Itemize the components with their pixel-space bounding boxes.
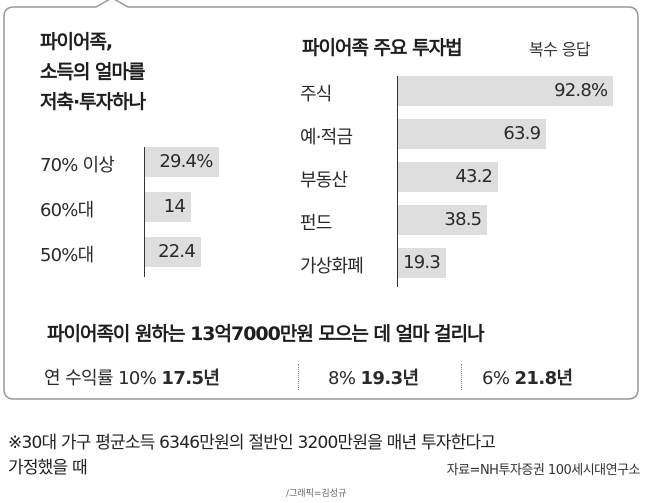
right-chart-bar — [398, 76, 614, 106]
footnote-line-1: ※30대 가구 평균소득 6346만원의 절반인 3200만원을 매년 투자한다… — [8, 433, 496, 453]
right-chart-bar — [398, 162, 499, 192]
left-chart-value-label: 29.4% — [159, 151, 213, 172]
left-title-line-1: 파이어족, — [40, 31, 113, 53]
left-chart-category-label: 60%대 — [40, 200, 94, 221]
right-chart-title: 파이어족 주요 투자법 — [302, 37, 463, 59]
right-chart-axis — [397, 76, 398, 287]
scenario-3-value: 21.8년 — [514, 368, 573, 389]
right-chart-value-label: 92.8% — [554, 80, 608, 101]
left-chart-value-label: 14 — [163, 196, 186, 217]
source-text: 자료=NH투자증권 100세시대연구소 — [446, 463, 641, 478]
scenario-1-label: 연 수익률 10% — [44, 368, 157, 389]
left-chart-bar — [145, 192, 191, 222]
left-chart-axis — [144, 147, 145, 277]
right-chart-bar — [398, 248, 446, 278]
left-chart-bar — [145, 147, 219, 177]
right-chart-category-label: 가상화폐 — [300, 256, 364, 277]
left-chart-category-label: 70% 이상 — [40, 155, 115, 176]
left-chart-bar — [145, 237, 201, 267]
right-chart-value-label: 63.9 — [503, 123, 541, 144]
scenario-2-label: 8% — [328, 368, 356, 389]
scenario-divider-2 — [461, 364, 462, 390]
scenario-2: 8% 19.3년 — [328, 364, 419, 390]
left-chart-title: 파이어족, 소득의 얼마를 저축·투자하나 — [40, 27, 146, 117]
graphic-credit: /그래픽=김성규 — [286, 489, 347, 499]
footnote-line-2: 가정했을 때 — [8, 458, 88, 478]
scenario-3: 6% 21.8년 — [482, 364, 573, 390]
right-chart-category-label: 예·적금 — [300, 127, 353, 148]
scenario-1-value: 17.5년 — [161, 368, 220, 389]
scenario-1: 연 수익률 10% 17.5년 — [44, 364, 220, 390]
scenario-2-value: 19.3년 — [360, 368, 419, 389]
left-title-line-2: 소득의 얼마를 — [40, 61, 146, 83]
left-chart-value-label: 22.4 — [158, 241, 196, 262]
right-chart-subtitle: 복수 응답 — [529, 40, 591, 59]
right-chart-category-label: 부동산 — [300, 170, 348, 191]
right-chart-bar — [398, 119, 547, 149]
right-chart-category-label: 주식 — [300, 84, 332, 105]
left-title-line-3: 저축·투자하나 — [40, 91, 146, 113]
left-chart-category-label: 50%대 — [40, 245, 94, 266]
right-chart-category-label: 펀드 — [300, 213, 332, 234]
right-chart-value-label: 43.2 — [455, 166, 493, 187]
scenario-3-label: 6% — [482, 368, 510, 389]
right-chart-value-label: 19.3 — [403, 252, 441, 273]
right-chart-bar — [398, 205, 488, 235]
scenario-divider-1 — [298, 364, 299, 390]
right-chart-value-label: 38.5 — [444, 209, 482, 230]
bottom-title: 파이어족이 원하는 13억7000만원 모으는 데 얼마 걸리나 — [47, 323, 485, 345]
